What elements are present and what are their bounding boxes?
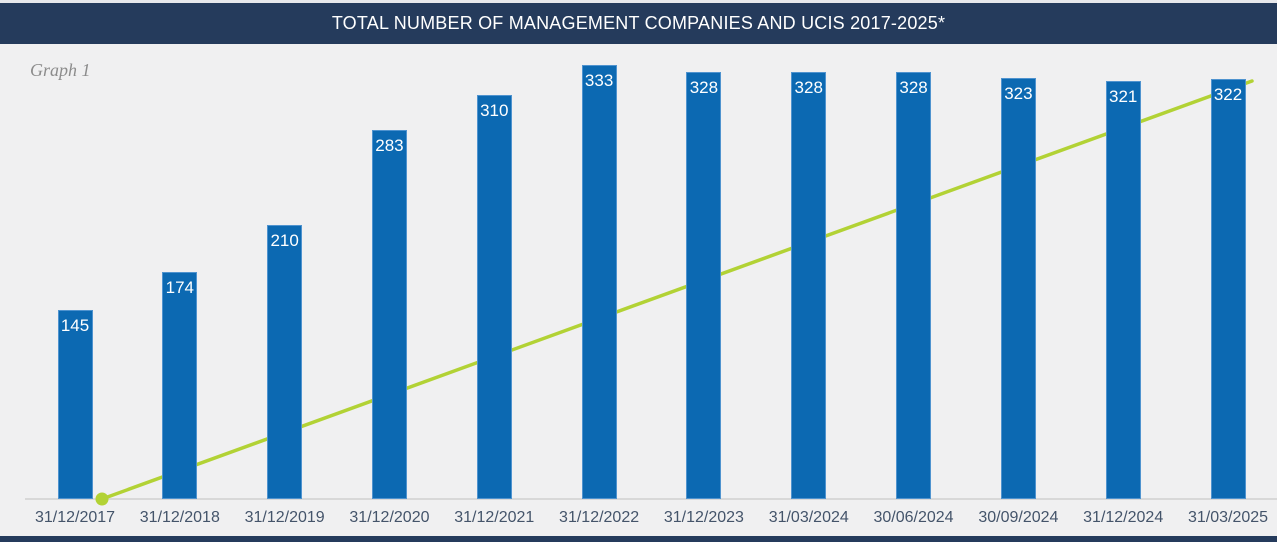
bar-value-label: 328 bbox=[794, 78, 823, 97]
x-axis-label: 31/12/2022 bbox=[559, 509, 640, 526]
bar: 328 bbox=[896, 72, 932, 499]
bar: 333 bbox=[581, 65, 617, 499]
bar: 310 bbox=[476, 95, 512, 499]
bar: 210 bbox=[267, 225, 303, 499]
x-axis-label: 31/12/2023 bbox=[663, 509, 744, 526]
bar-value-label: 210 bbox=[270, 231, 299, 250]
bar-value-label: 283 bbox=[375, 136, 404, 155]
x-axis-label: 30/09/2024 bbox=[978, 509, 1059, 526]
x-axis-line bbox=[25, 498, 1277, 500]
bar-value-label: 322 bbox=[1213, 85, 1243, 104]
graph-number-label: Graph 1 bbox=[30, 60, 91, 80]
bar: 145 bbox=[57, 310, 93, 499]
trend-line-start-marker bbox=[95, 492, 109, 506]
bar-value-label: 333 bbox=[584, 71, 614, 90]
bar-value-label: 323 bbox=[1004, 84, 1033, 103]
x-axis-label: 31/03/2024 bbox=[768, 509, 849, 526]
bar: 328 bbox=[686, 72, 722, 499]
x-axis-label: 31/12/2021 bbox=[454, 509, 535, 526]
x-axis-label: 30/06/2024 bbox=[873, 509, 954, 526]
bar: 322 bbox=[1210, 79, 1246, 499]
bar-value-label: 328 bbox=[689, 78, 719, 97]
x-axis-label: 31/12/2017 bbox=[34, 509, 116, 526]
bar-value-label: 145 bbox=[60, 316, 90, 335]
chart-title: TOTAL NUMBER OF MANAGEMENT COMPANIES AND… bbox=[331, 13, 946, 33]
x-axis-label: 31/12/2020 bbox=[349, 509, 430, 526]
bottom-strip bbox=[0, 536, 1277, 542]
x-axis-label: 31/03/2025 bbox=[1187, 509, 1269, 526]
x-axis-label: 31/12/2018 bbox=[139, 509, 220, 526]
x-axis-label: 31/12/2019 bbox=[244, 509, 325, 526]
bar-value-label: 321 bbox=[1109, 87, 1138, 106]
bar-value-label: 328 bbox=[899, 78, 928, 97]
bar-value-label: 310 bbox=[480, 101, 509, 120]
bar-value-label: 174 bbox=[165, 278, 194, 297]
bar: 321 bbox=[1105, 81, 1141, 499]
bar: 283 bbox=[371, 130, 407, 499]
bar: 323 bbox=[1000, 78, 1036, 499]
x-axis-label: 31/12/2024 bbox=[1083, 509, 1164, 526]
top-strip bbox=[0, 0, 1277, 3]
bar: 328 bbox=[791, 72, 827, 499]
chart-title-bar: TOTAL NUMBER OF MANAGEMENT COMPANIES AND… bbox=[0, 3, 1277, 44]
bar: 174 bbox=[162, 272, 198, 499]
